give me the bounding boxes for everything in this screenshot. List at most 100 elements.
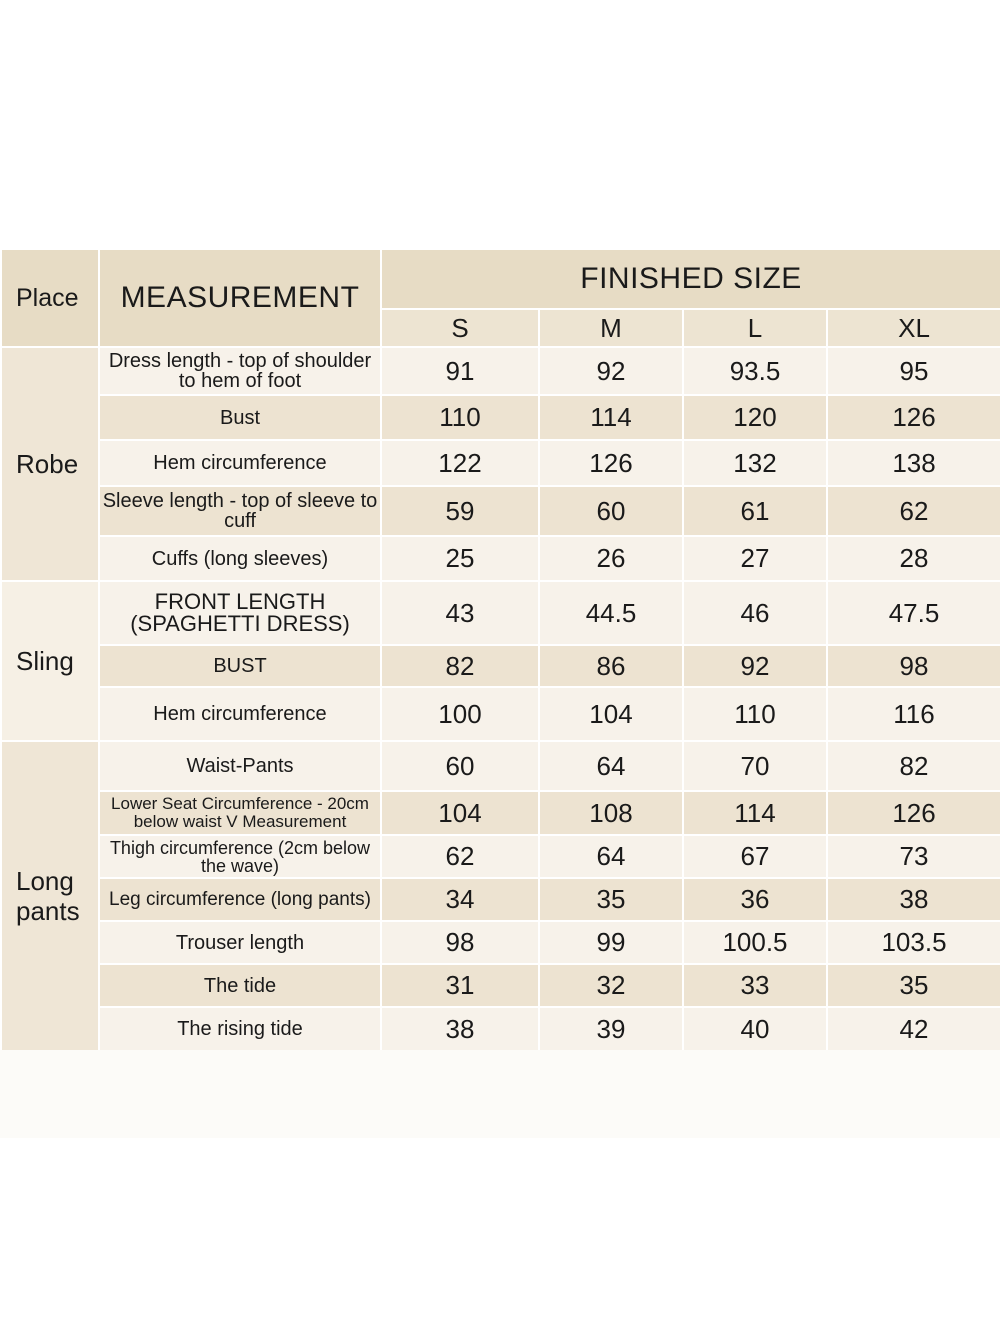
value-l: 93.5 (682, 346, 828, 396)
measurement-label: Thigh circumference (2cm below the wave) (98, 834, 382, 879)
value-m: 35 (538, 877, 684, 922)
group-long-pants: Long pants Waist-Pants 60 64 70 82 Lower… (0, 740, 1000, 1052)
value-s: 104 (380, 790, 540, 836)
value-s: 122 (380, 439, 540, 487)
value-xl: 95 (825, 346, 1000, 396)
table-row: Bust 110 114 120 126 (1, 394, 1000, 441)
value-xl: 98 (825, 644, 1000, 688)
header-size-s: S (380, 308, 540, 348)
measurement-label: BUST (98, 644, 382, 688)
bottom-band (0, 1050, 1000, 1138)
header-size-xl: XL (825, 308, 1000, 348)
value-xl: 73 (825, 834, 1000, 879)
value-s: 25 (380, 535, 540, 582)
value-l: 46 (682, 580, 828, 646)
table-row: Trouser length 98 99 100.5 103.5 (1, 920, 1000, 965)
value-l: 110 (682, 686, 828, 742)
value-xl: 35 (825, 963, 1000, 1008)
value-m: 99 (538, 920, 684, 965)
value-m: 39 (538, 1006, 684, 1052)
value-xl: 62 (825, 485, 1000, 537)
header-finished-size: FINISHED SIZE (379, 248, 1000, 310)
value-l: 40 (682, 1006, 828, 1052)
value-l: 114 (682, 790, 828, 836)
value-s: 38 (380, 1006, 540, 1052)
value-m: 104 (538, 686, 684, 742)
value-l: 33 (682, 963, 828, 1008)
value-l: 67 (682, 834, 828, 879)
table-row: Sling FRONT LENGTH (SPAGHETTI DRESS) 43 … (0, 580, 1000, 742)
table-row: The rising tide 38 39 40 42 (1, 1006, 1000, 1052)
value-xl: 126 (825, 790, 1000, 836)
value-l: 92 (682, 644, 828, 688)
value-l: 100.5 (682, 920, 828, 965)
value-s: 82 (380, 644, 540, 688)
table-row: The tide 31 32 33 35 (1, 963, 1000, 1008)
value-s: 98 (380, 920, 540, 965)
value-m: 126 (538, 439, 684, 487)
value-s: 31 (380, 963, 540, 1008)
value-s: 62 (380, 834, 540, 879)
value-m: 32 (538, 963, 684, 1008)
value-xl: 126 (825, 394, 1000, 441)
measurement-label: Cuffs (long sleeves) (98, 535, 382, 582)
value-xl: 42 (825, 1006, 1000, 1052)
value-s: 91 (380, 346, 540, 396)
value-m: 64 (538, 834, 684, 879)
value-s: 59 (380, 485, 540, 537)
place-long-pants: Long pants (0, 740, 100, 1052)
measurement-label: Lower Seat Circumference - 20cm below wa… (98, 790, 382, 836)
group-robe: Robe Dress length - top of shoulder to h… (0, 346, 1000, 582)
value-s: 43 (380, 580, 540, 646)
header-measurement: MEASUREMENT (98, 248, 382, 348)
table-row: BUST 82 86 92 98 (1, 644, 1000, 688)
value-m: 92 (538, 346, 684, 396)
header-place: Place (0, 248, 100, 348)
header-size-m: M (538, 308, 684, 348)
place-sling: Sling (0, 580, 100, 742)
measurement-label: Waist-Pants (98, 740, 382, 792)
value-xl: 38 (825, 877, 1000, 922)
value-m: 86 (538, 644, 684, 688)
measurement-label: Trouser length (98, 920, 382, 965)
value-xl: 138 (825, 439, 1000, 487)
table-row: Sleeve length - top of sleeve to cuff 59… (1, 485, 1000, 537)
value-m: 64 (538, 740, 684, 792)
value-m: 114 (538, 394, 684, 441)
value-xl: 28 (825, 535, 1000, 582)
table-row: Hem circumference 122 126 132 138 (1, 439, 1000, 487)
measurement-label: Hem circumference (98, 439, 382, 487)
value-s: 110 (380, 394, 540, 441)
table-row: Long pants Waist-Pants 60 64 70 82 (0, 740, 1000, 1052)
value-l: 61 (682, 485, 828, 537)
value-m: 108 (538, 790, 684, 836)
value-xl: 47.5 (825, 580, 1000, 646)
measurement-label: FRONT LENGTH (SPAGHETTI DRESS) (98, 580, 382, 646)
table-row: Hem circumference 100 104 110 116 (1, 686, 1000, 742)
value-m: 44.5 (538, 580, 684, 646)
place-robe: Robe (0, 346, 100, 582)
value-l: 70 (682, 740, 828, 792)
measurement-label: Sleeve length - top of sleeve to cuff (98, 485, 382, 537)
value-xl: 82 (825, 740, 1000, 792)
measurement-label: Hem circumference (98, 686, 382, 742)
measurement-label: Leg circumference (long pants) (98, 877, 382, 922)
table-row: Robe Dress length - top of shoulder to h… (0, 346, 1000, 582)
group-sling: Sling FRONT LENGTH (SPAGHETTI DRESS) 43 … (0, 580, 1000, 742)
value-xl: 116 (825, 686, 1000, 742)
table-row: Thigh circumference (2cm below the wave)… (1, 834, 1000, 879)
header-size-l: L (682, 308, 828, 348)
measurement-label: The tide (98, 963, 382, 1008)
value-s: 60 (380, 740, 540, 792)
value-l: 120 (682, 394, 828, 441)
value-m: 26 (538, 535, 684, 582)
measurement-label: Bust (98, 394, 382, 441)
measurement-label: Dress length - top of shoulder to hem of… (98, 346, 382, 396)
value-xl: 103.5 (825, 920, 1000, 965)
value-l: 27 (682, 535, 828, 582)
size-chart-table: Place MEASUREMENT FINISHED SIZE S M L XL… (0, 248, 1000, 1052)
table-row: Cuffs (long sleeves) 25 26 27 28 (1, 535, 1000, 582)
value-s: 34 (380, 877, 540, 922)
value-s: 100 (380, 686, 540, 742)
table-row: Lower Seat Circumference - 20cm below wa… (1, 790, 1000, 836)
